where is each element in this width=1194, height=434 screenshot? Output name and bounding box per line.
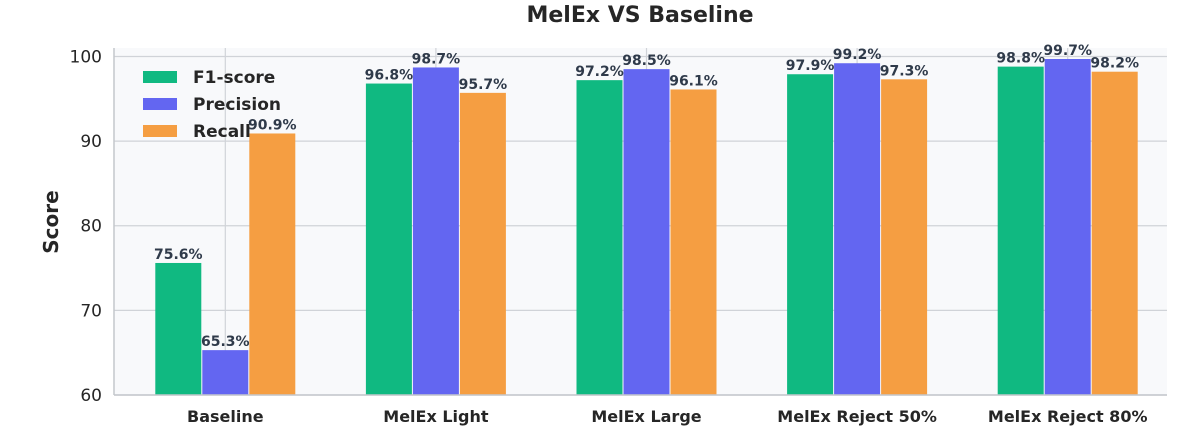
data-label: 97.2%	[575, 64, 624, 80]
data-label: 90.9%	[248, 117, 297, 133]
data-label: 98.8%	[996, 51, 1045, 67]
data-label: 97.3%	[880, 63, 929, 79]
data-label: 98.2%	[1090, 56, 1139, 72]
bar-f1-score-2	[576, 80, 623, 395]
data-label: 75.6%	[154, 247, 203, 263]
bar-recall-0	[249, 133, 296, 396]
bar-precision-1	[412, 67, 459, 395]
data-label: 98.7%	[412, 51, 461, 67]
y-tick-label: 80	[80, 217, 102, 237]
bar-f1-score-0	[155, 262, 202, 395]
legend-label-2: Recall	[193, 122, 251, 142]
bar-precision-4	[1044, 59, 1091, 395]
data-label: 97.9%	[786, 58, 835, 74]
x-tick-label: MelEx Light	[383, 407, 489, 426]
bar-f1-score-1	[365, 83, 412, 396]
bar-recall-1	[459, 92, 506, 396]
bar-recall-3	[881, 79, 928, 395]
data-label: 65.3%	[201, 334, 250, 350]
y-tick-label: 90	[80, 132, 102, 152]
x-tick-label: MelEx Reject 50%	[777, 407, 937, 426]
legend-label-1: Precision	[193, 95, 281, 115]
data-label: 99.7%	[1043, 43, 1092, 59]
data-label: 98.5%	[622, 53, 671, 69]
legend-swatch-1	[143, 98, 177, 110]
chart-title: MelEx VS Baseline	[526, 3, 753, 28]
x-tick-label: Baseline	[187, 407, 264, 426]
legend-swatch-2	[143, 125, 177, 137]
y-tick-label: 70	[80, 301, 102, 321]
bar-recall-2	[670, 89, 717, 395]
data-label: 95.7%	[459, 77, 508, 93]
bar-precision-0	[202, 350, 249, 395]
bar-f1-score-4	[997, 66, 1044, 396]
legend-label-0: F1-score	[193, 68, 275, 88]
x-tick-label: MelEx Reject 80%	[988, 407, 1148, 426]
bar-precision-2	[623, 69, 670, 395]
data-label: 96.8%	[365, 68, 414, 84]
data-label: 96.1%	[669, 73, 718, 89]
y-tick-label: 100	[70, 47, 102, 67]
y-axis-label: Score	[39, 190, 63, 253]
bar-precision-3	[834, 63, 881, 396]
bar-recall-4	[1091, 71, 1138, 395]
y-tick-label: 60	[80, 386, 102, 406]
data-label: 99.2%	[833, 47, 882, 63]
bar-f1-score-3	[787, 74, 834, 396]
x-tick-label: MelEx Large	[591, 407, 701, 426]
legend-swatch-0	[143, 71, 177, 83]
